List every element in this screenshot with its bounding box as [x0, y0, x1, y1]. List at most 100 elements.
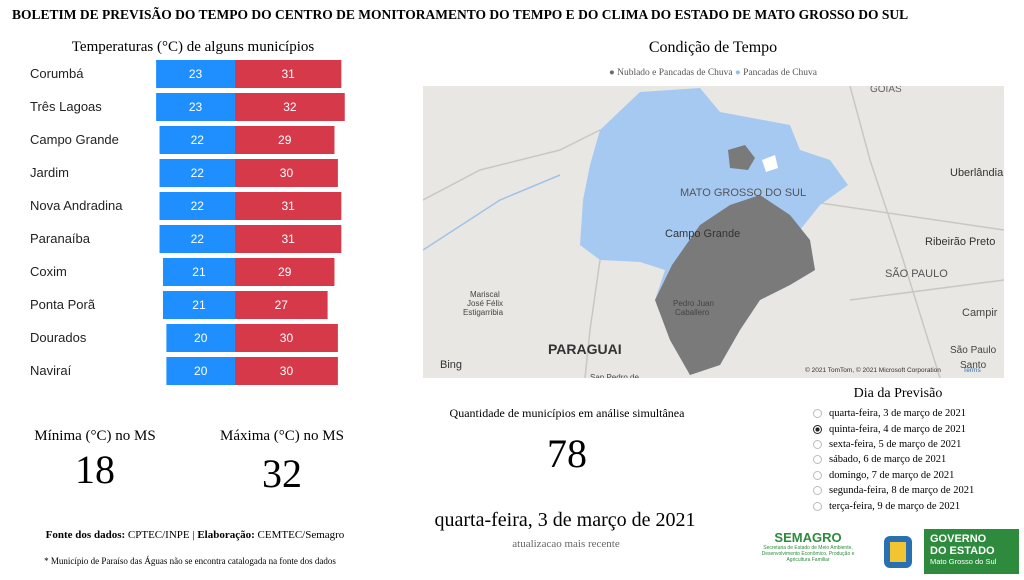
- radio-label[interactable]: quinta-feira, 4 de março de 2021: [829, 423, 967, 435]
- bar: [159, 192, 235, 220]
- bar: [159, 159, 235, 187]
- map-label: Mariscal: [470, 290, 500, 299]
- map-label: Uberlândia: [950, 167, 1004, 179]
- bar-label: 31: [281, 199, 295, 213]
- bar-label: 22: [191, 199, 205, 213]
- map-label: San Pedro de: [590, 373, 639, 378]
- radio-button[interactable]: [813, 470, 822, 480]
- logo-sub: Secretaria de Estado de Meio Ambiente, D…: [761, 545, 855, 563]
- bar: [166, 357, 235, 385]
- bar-label: 21: [192, 265, 206, 279]
- kpi-value: 32: [262, 451, 302, 496]
- map-label: SÃO PAULO: [885, 267, 948, 280]
- bar: [162, 291, 235, 319]
- bar: [235, 60, 342, 88]
- map-label: MATO GROSSO DO SUL: [680, 187, 806, 199]
- bar: [235, 159, 338, 187]
- bar-label: 27: [275, 298, 289, 312]
- bar-label: 30: [280, 166, 294, 180]
- map-title: Condição de Tempo: [648, 39, 778, 56]
- radio-option[interactable]: sexta-feira, 5 de março de 2021: [813, 437, 974, 452]
- bar: [159, 126, 235, 154]
- note: * Município de Paraíso das Águas não se …: [44, 556, 336, 566]
- bar-label: 31: [281, 232, 295, 246]
- category-label: Dourados: [30, 330, 87, 345]
- legend-entry: Pancadas de Chuva: [743, 68, 818, 78]
- radio-label[interactable]: sexta-feira, 5 de março de 2021: [829, 438, 962, 450]
- bar: [162, 258, 235, 286]
- kpi-label: Mínima (°C) no MS: [34, 428, 156, 444]
- count-label: Quantidade de municípios em análise simu…: [449, 406, 685, 420]
- cloud-region: [655, 195, 815, 375]
- bar-label: 22: [191, 133, 205, 147]
- map-label: São Paulo: [950, 345, 997, 356]
- radio-option[interactable]: domingo, 7 de março de 2021: [813, 468, 974, 483]
- bar-label: 22: [191, 232, 205, 246]
- bar-label: 20: [194, 331, 208, 345]
- radio-button[interactable]: [813, 439, 822, 449]
- map-label: GOIÁS: [870, 86, 902, 95]
- bar-chart: Corumbá 23 31 Três Lagoas 23 32 Campo Grande 22…: [30, 60, 345, 385]
- source: Fonte dos dados: CPTEC/INPE | Elaboração…: [46, 529, 345, 541]
- radio-option[interactable]: terça-feira, 9 de março de 2021: [813, 498, 974, 513]
- radio-label[interactable]: terça-feira, 9 de março de 2021: [829, 500, 961, 512]
- count-value: 78: [547, 431, 587, 476]
- radio-label[interactable]: domingo, 7 de março de 2021: [829, 469, 955, 481]
- radio-option[interactable]: quinta-feira, 4 de março de 2021: [813, 421, 974, 436]
- bar-label: 22: [191, 166, 205, 180]
- radio-label[interactable]: segunda-feira, 8 de março de 2021: [829, 485, 975, 497]
- map-label: Campir: [962, 307, 998, 319]
- bar-label: 20: [194, 364, 208, 378]
- bar-label: 30: [280, 331, 294, 345]
- radio-button[interactable]: [813, 486, 822, 496]
- category-label: Campo Grande: [30, 132, 119, 147]
- date-value: quarta-feira, 3 de março de 2021: [434, 509, 696, 531]
- bar: [235, 192, 342, 220]
- radio-label[interactable]: quarta-feira, 3 de março de 2021: [829, 408, 967, 420]
- map-label: Ribeirão Preto: [925, 236, 995, 248]
- coat-of-arms: [884, 536, 912, 568]
- radio-option[interactable]: sábado, 6 de março de 2021: [813, 452, 974, 467]
- bar: [235, 126, 335, 154]
- logo-text: Mato Grosso do Sul: [930, 557, 997, 566]
- bar-label: 21: [192, 298, 206, 312]
- bar: [235, 93, 345, 121]
- bar: [156, 60, 235, 88]
- river: [423, 174, 561, 251]
- bar-label: 29: [278, 265, 292, 279]
- map-label: Pedro Juan: [673, 299, 714, 308]
- bar-label: 32: [283, 100, 297, 114]
- legend-dot: ●: [735, 68, 741, 78]
- bar: [235, 324, 338, 352]
- gov-logo: GOVERNO DO ESTADO Mato Grosso do Sul: [924, 529, 1019, 574]
- forecast-title: Dia da Previsão: [853, 386, 943, 401]
- radio-button[interactable]: [813, 455, 822, 465]
- gap: [762, 155, 778, 172]
- bar-label: 31: [281, 67, 295, 81]
- radio-button[interactable]: [813, 424, 822, 434]
- borders: [423, 86, 1004, 378]
- chart-title: Temperaturas (°C) de alguns municípios: [71, 39, 315, 55]
- radio-button[interactable]: [813, 501, 822, 511]
- label: Elaboração:: [197, 529, 255, 541]
- text: CEMTEC/Semagro: [257, 529, 345, 541]
- map-label: Caballero: [675, 308, 710, 317]
- bar: [235, 357, 338, 385]
- title: BOLETIM DE PREVISÃO DO TEMPO DO CENTRO D…: [12, 7, 909, 22]
- legend-entry: Nublado e Pancadas de Chuva: [617, 68, 733, 78]
- radio-option[interactable]: segunda-feira, 8 de março de 2021: [813, 483, 974, 498]
- bar-label: 30: [280, 364, 294, 378]
- logo-text: SEMAGRO: [774, 530, 842, 545]
- kpi-value: 18: [75, 447, 115, 492]
- map-label: José Félix: [467, 299, 503, 308]
- kpi-label: Máxima (°C) no MS: [220, 428, 344, 444]
- radio-option[interactable]: quarta-feira, 3 de março de 2021: [813, 406, 974, 421]
- map-credits: © 2021 TomTom, © 2021 Microsoft Corporat…: [805, 366, 941, 374]
- map-label: Estigarribia: [463, 308, 504, 317]
- radio-button[interactable]: [813, 409, 822, 419]
- map-label: Campo Grande: [665, 228, 740, 240]
- text: CPTEC/INPE: [127, 529, 190, 541]
- radio-label[interactable]: sábado, 6 de março de 2021: [829, 454, 947, 466]
- text: |: [192, 529, 195, 541]
